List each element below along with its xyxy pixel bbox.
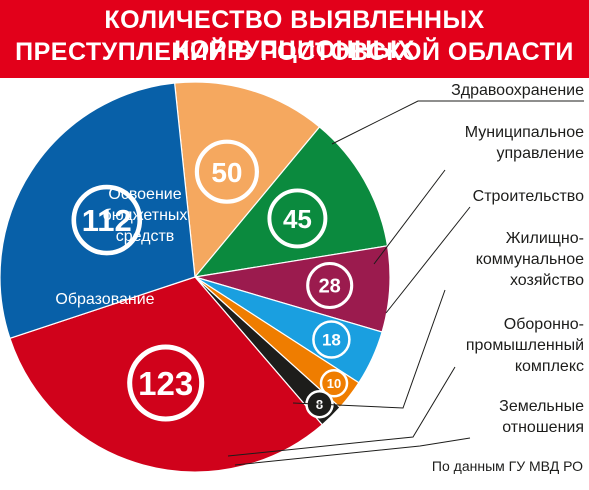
category-label-освоение-бюджетных-средств: Освоение бюджетных средств: [103, 186, 188, 245]
leader-line: [385, 206, 471, 314]
value-label: 10: [327, 376, 341, 391]
value-badge-образование: 123: [127, 344, 205, 422]
category-label-жилищно-коммунальное-хозяйство: Жилищно-коммунальное хозяйство: [476, 230, 584, 289]
value-badge-строительство: 28: [306, 261, 354, 310]
leader-line: [331, 100, 584, 145]
chart-title-line-1: КОЛИЧЕСТВО ВЫЯВЛЕННЫХ КОРРУПЦИОННЫХ: [104, 6, 485, 64]
value-badge-оборонно-промышленный-комплекс: 10: [319, 369, 349, 398]
value-label: 112: [82, 203, 132, 238]
value-badge-освоение-бюджетных-средств: 112: [71, 184, 143, 256]
value-label: 50: [211, 157, 242, 188]
chart-title-line-2: ПРЕСТУПЛЕНИЙ В РОСТОВСКОЙ ОБЛАСТИ: [15, 38, 574, 66]
value-badge-жилищно-коммунальное-хозяйство: 18: [312, 320, 351, 359]
value-badge-здравоохранение: 50: [194, 139, 259, 204]
leader-line: [234, 437, 471, 466]
value-label: 45: [283, 204, 312, 234]
leader-line: [227, 366, 456, 457]
value-label: 123: [138, 365, 193, 402]
value-label: 28: [319, 276, 341, 298]
category-label-оборонно-промышленный-комплекс: Оборонно-промышленный комплекс: [466, 316, 584, 375]
title-banner: КОЛИЧЕСТВО ВЫЯВЛЕННЫХ КОРРУПЦИОННЫХ ПРЕС…: [0, 0, 589, 78]
value-badge-муниципальное-управление: 45: [267, 188, 328, 249]
category-label-здравоохранение: Здравоохранение: [451, 82, 584, 99]
leader-line: [373, 169, 446, 265]
value-label: 18: [322, 331, 341, 350]
source-note: По данным ГУ МВД РО: [431, 458, 583, 474]
category-label-земельные-отношения: Земельные отношения: [499, 398, 584, 436]
category-label-муниципальное-управление: Муниципальное управление: [465, 124, 584, 162]
category-label-образование: Образование: [55, 291, 154, 308]
category-label-строительство: Строительство: [473, 188, 584, 205]
leader-line: [292, 289, 446, 409]
